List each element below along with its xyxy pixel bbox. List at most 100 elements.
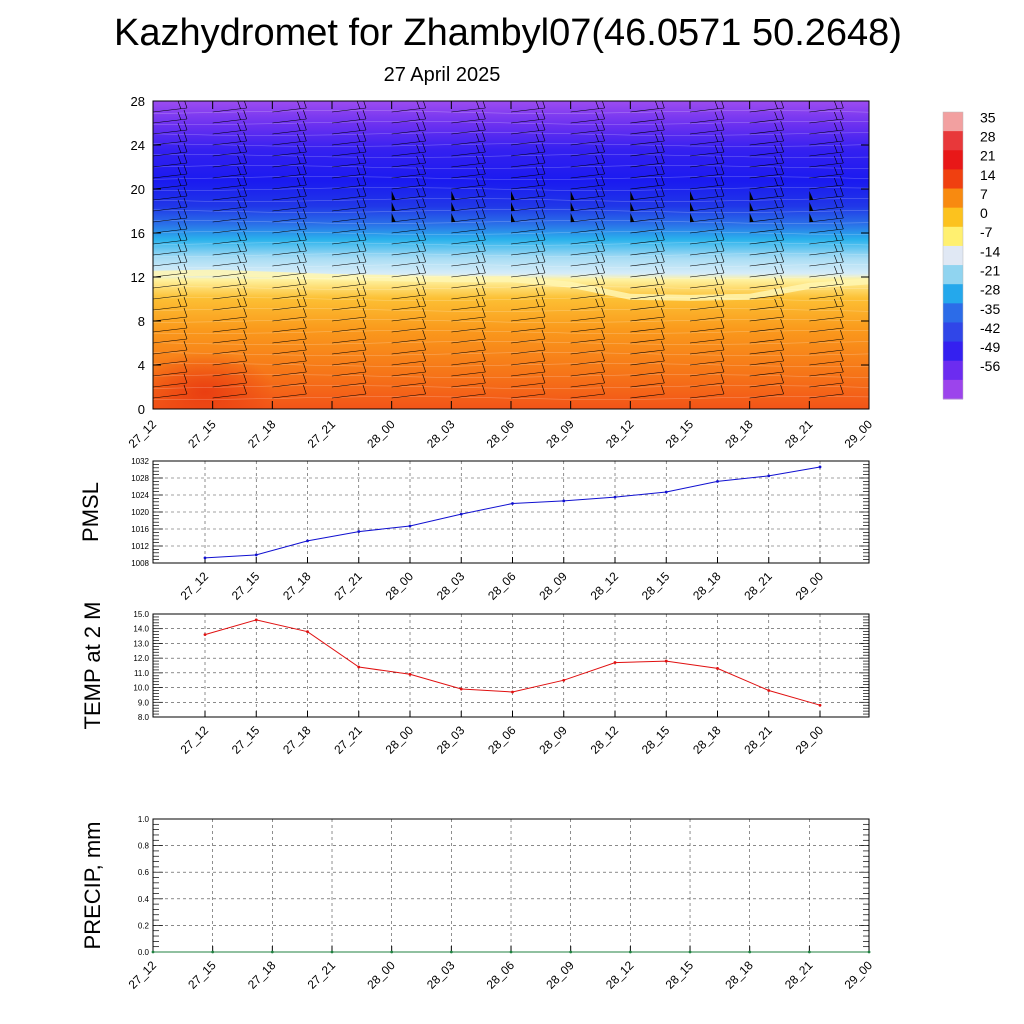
wind-barb: [749, 296, 784, 311]
wind-barb-shaft: [451, 261, 486, 267]
isotherm-contour: [153, 396, 869, 400]
wind-barb-shaft: [809, 283, 844, 289]
wind-barb-feather: [541, 362, 546, 373]
wind-barb: [153, 164, 188, 179]
wind-barb: [153, 142, 188, 157]
wind-barb-shaft: [809, 250, 844, 256]
wind-barb: [570, 208, 605, 223]
wind-barb-shaft: [510, 393, 546, 399]
wind-barb: [451, 230, 486, 245]
wind-barb-feather: [840, 384, 844, 395]
colorbar-swatch: [943, 322, 963, 343]
wind-barb: [630, 109, 665, 124]
wind-barb-shaft: [153, 294, 188, 300]
wind-barb-feather: [535, 298, 540, 308]
isotherm-contour: [153, 132, 869, 136]
wind-barb-feather: [482, 340, 486, 351]
wind-barb: [451, 153, 486, 168]
colorbar-label: -21: [980, 263, 1000, 279]
wind-barb-feather: [476, 188, 480, 198]
wind-barb-feather: [362, 373, 367, 384]
y-tick-label: 1024: [131, 491, 149, 500]
wind-barb-feather: [900, 352, 903, 361]
wind-barb-shaft: [630, 162, 665, 168]
wind-barb-feather: [900, 154, 903, 163]
wind-barb-shaft: [809, 173, 844, 179]
wind-barb-shaft: [809, 371, 844, 377]
wind-barb: [570, 164, 605, 179]
wind-barb: [391, 263, 426, 278]
wind-barb: [749, 307, 784, 322]
wind-barb: [868, 342, 869, 343]
wind-barb-feather: [720, 186, 725, 197]
wind-barb-shaft: [689, 305, 725, 311]
wind-barb-feather: [177, 243, 182, 253]
colorbar-label: -14: [980, 243, 1000, 259]
wind-barb: [153, 384, 188, 399]
wind-barb: [630, 351, 665, 366]
wind-barb-feather: [780, 186, 784, 197]
wind-barb-shaft: [749, 228, 784, 234]
wind-barb-feather: [356, 144, 361, 154]
wind-barb-feather: [601, 219, 605, 230]
wind-barb-feather: [774, 122, 778, 132]
wind-barb-shaft: [451, 371, 486, 377]
wind-barb-feather: [482, 252, 486, 263]
wind-barb-feather: [840, 101, 844, 109]
wind-barb-shaft: [272, 261, 307, 267]
wind-barb: [331, 186, 367, 201]
x-tick-label: 27_12: [178, 723, 212, 757]
wind-barb-feather: [476, 133, 480, 143]
wind-barb: [689, 142, 725, 157]
wind-barb: [510, 219, 546, 234]
wind-barb: [212, 101, 247, 113]
wind-barb-feather: [362, 285, 367, 296]
wind-barb-shaft: [749, 305, 784, 311]
wind-barb-shaft: [451, 327, 486, 333]
wind-barb: [331, 208, 367, 223]
wind-barb: [749, 164, 784, 179]
wind-barb-feather: [661, 340, 665, 351]
wind-barb-feather: [183, 329, 188, 340]
wind-barb-feather: [894, 134, 897, 142]
x-tick-label: 27_12: [126, 417, 160, 451]
wind-barb: [391, 197, 426, 212]
wind-barb-shaft: [749, 217, 784, 223]
wind-barb: [749, 186, 784, 201]
isotherm-contour: [153, 143, 869, 147]
wind-barb-feather: [595, 144, 599, 154]
wind-barb-shaft: [391, 228, 426, 234]
wind-barb: [749, 120, 784, 135]
wind-barb-feather: [303, 230, 307, 241]
wind-barb-shaft: [153, 228, 188, 234]
wind-barb-shaft: [451, 228, 486, 234]
colorbar-swatch: [943, 245, 963, 266]
wind-barb: [809, 186, 844, 201]
wind-barb-feather: [476, 101, 480, 110]
wind-barb-feather: [900, 275, 903, 284]
wind-barb-feather: [541, 219, 546, 230]
wind-barb: [630, 318, 665, 333]
wind-barb: [451, 274, 486, 289]
wind-barb-feather: [476, 122, 480, 132]
wind-barb-feather: [655, 144, 659, 154]
wind-barb-shaft: [749, 294, 784, 300]
wind-barb-feather: [362, 318, 367, 329]
wind-barb-feather: [595, 155, 599, 165]
wind-barb-feather: [482, 307, 486, 318]
wind-barb: [331, 175, 367, 190]
wind-barb-feather: [476, 155, 480, 165]
wind-barb-shaft: [570, 107, 605, 113]
colorbar-label: -35: [980, 301, 1000, 317]
wind-barb: [272, 120, 307, 135]
wind-barb: [510, 197, 546, 212]
wind-barb-feather: [422, 340, 426, 351]
wind-barb-shaft: [153, 338, 188, 344]
x-tick-label: 27_21: [331, 723, 365, 757]
x-tick-label: 28_09: [543, 417, 577, 451]
wind-barb: [451, 186, 486, 201]
wind-barb-shaft: [331, 393, 367, 399]
wind-barb-shaft: [153, 195, 188, 201]
wind-barb-shaft: [510, 316, 546, 322]
y-tick-label: 14.0: [133, 625, 149, 634]
